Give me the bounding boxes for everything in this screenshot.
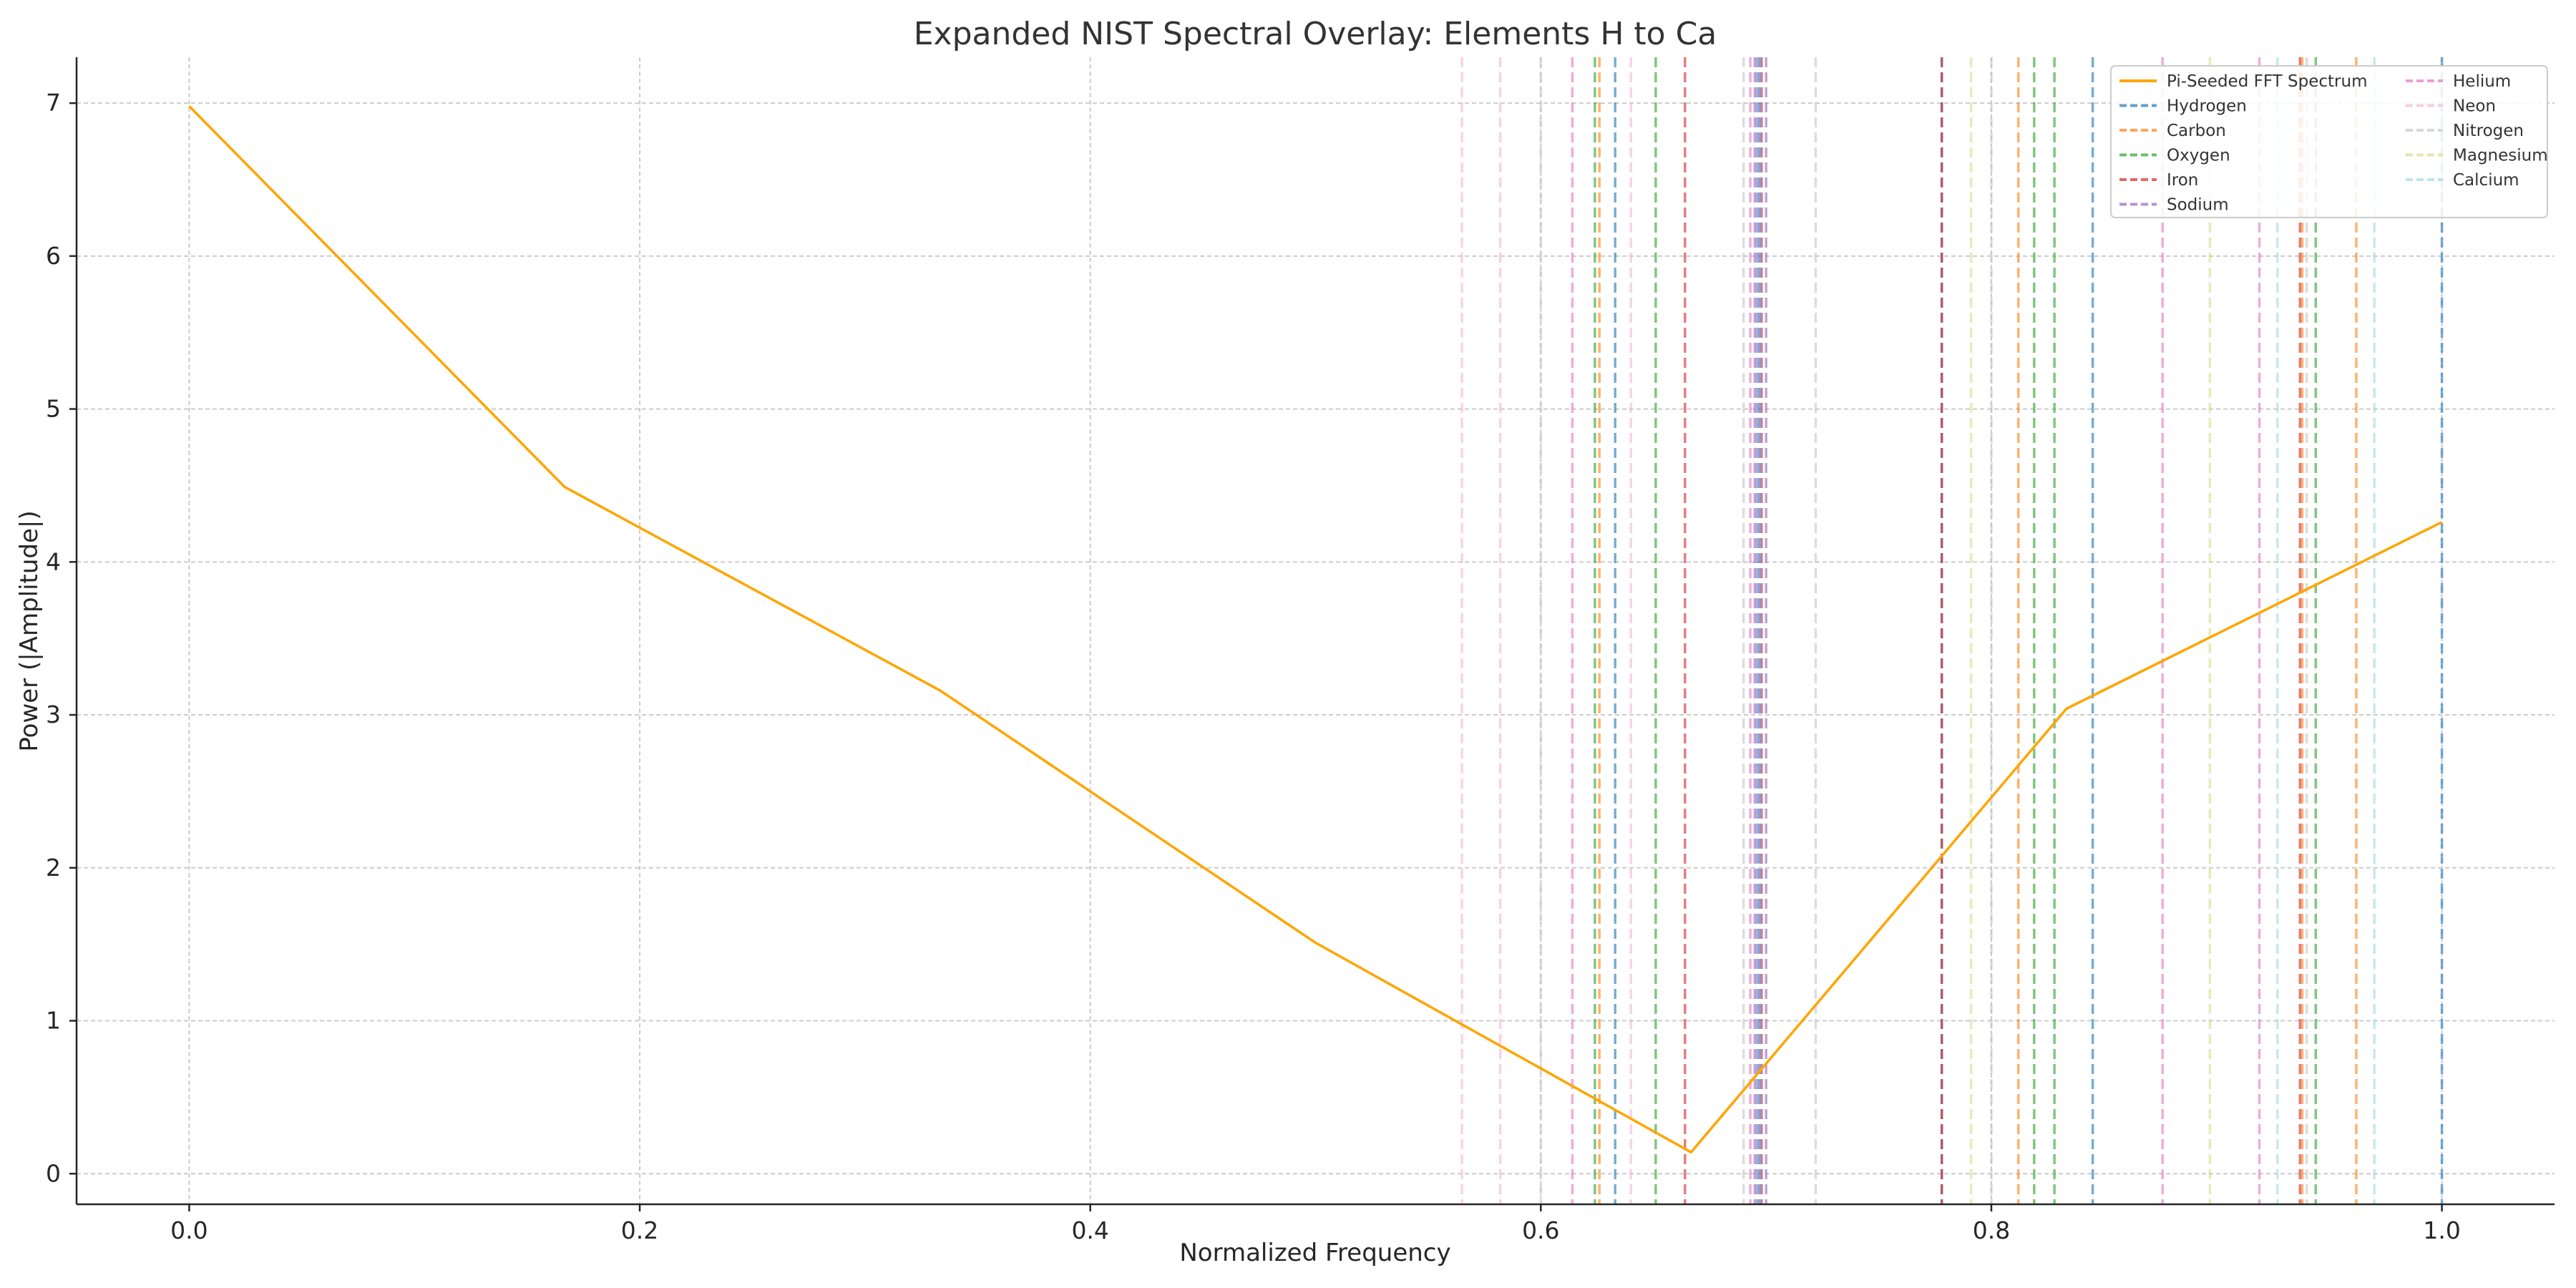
y-tick-label: 6: [46, 242, 61, 270]
x-tick-label: 0.4: [1071, 1216, 1108, 1244]
x-tick-label: 0.2: [621, 1216, 658, 1244]
spectrum-series: [188, 105, 2443, 1154]
x-tick-label: 0.0: [170, 1216, 208, 1244]
x-tick-label: 1.0: [2423, 1216, 2460, 1244]
legend-label: Carbon: [2167, 122, 2226, 140]
legend-label: Neon: [2453, 97, 2496, 116]
legend-label: Pi-Seeded FFT Spectrum: [2167, 72, 2367, 91]
chart-title: Expanded NIST Spectral Overlay: Elements…: [914, 16, 1717, 52]
x-tick-label: 0.8: [1973, 1216, 2010, 1244]
axes: [75, 57, 2555, 1206]
legend-label: Calcium: [2453, 171, 2519, 190]
element-spectral-lines: [1460, 57, 2444, 1204]
y-tick-label: 1: [46, 1007, 61, 1035]
legend-label: Oxygen: [2167, 147, 2230, 165]
legend-label: Hydrogen: [2167, 97, 2247, 116]
y-tick-label: 2: [46, 854, 61, 882]
legend: Pi-Seeded FFT Spectrum Hydrogen Carbon Oxyg…: [2110, 65, 2548, 218]
y-axis-label: Power (|Amplitude|): [15, 510, 44, 751]
legend-label: Iron: [2167, 171, 2198, 190]
y-tick-label: 4: [46, 547, 61, 575]
y-tick-label: 0: [46, 1159, 61, 1187]
legend-label: Helium: [2453, 72, 2511, 91]
x-tick-label: 0.6: [1522, 1216, 1559, 1244]
y-tick-label: 3: [46, 701, 61, 728]
y-tick-label: 7: [46, 89, 61, 117]
ticks: 0.0 0.2 0.4 0.6 0.8 1.0 0 1 2 3 4 5 6 7: [46, 89, 2461, 1244]
x-axis-label: Normalized Frequency: [1179, 1239, 1450, 1267]
legend-label: Sodium: [2167, 196, 2229, 215]
grid: [77, 57, 2555, 1204]
legend-label: Magnesium: [2453, 147, 2548, 165]
legend-label: Nitrogen: [2453, 122, 2524, 140]
series-line-pi-seeded-fft-spectrum: [188, 105, 2443, 1154]
y-tick-label: 5: [46, 395, 61, 423]
